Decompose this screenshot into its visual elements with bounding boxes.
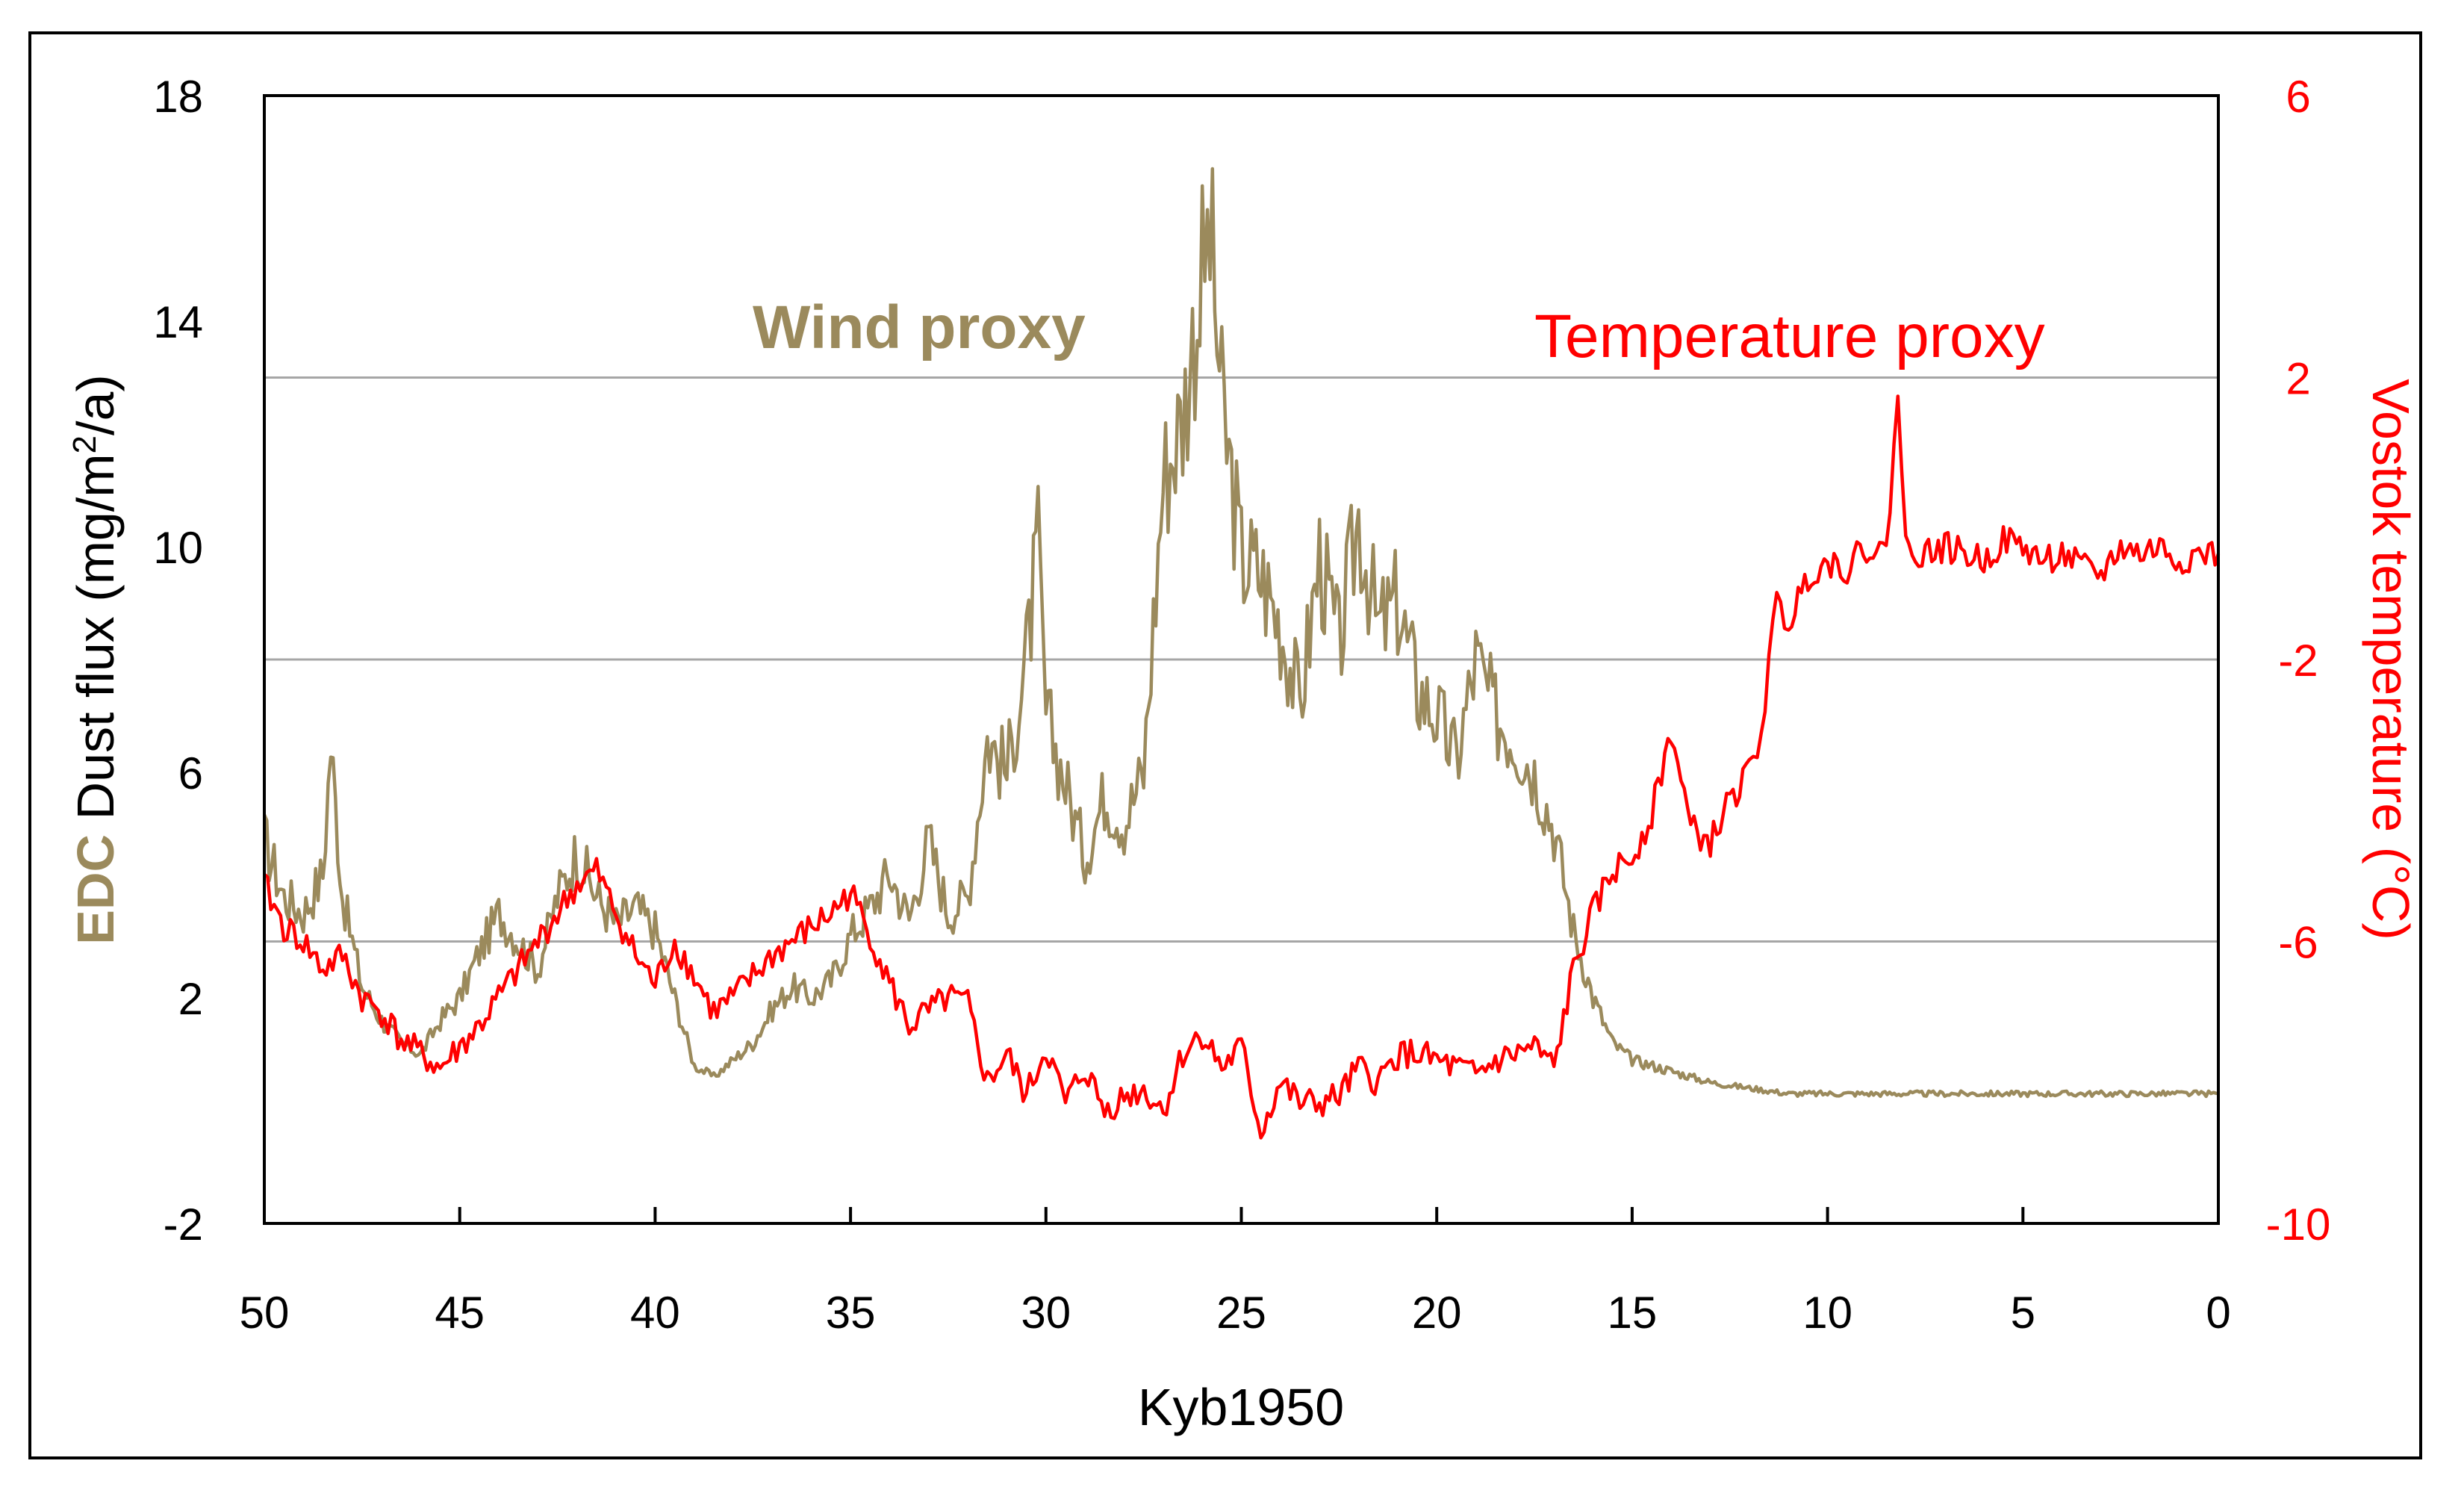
- wind-proxy-line: [262, 167, 2219, 1099]
- gridlines: [264, 376, 2218, 943]
- y-right-tick-label: -2: [2278, 636, 2318, 686]
- y-left-tick-label: 2: [178, 974, 203, 1024]
- y-left-title-suffix: /a): [66, 374, 125, 435]
- y-right-axis-ticks: -10 -6 -2 2 6: [2266, 72, 2331, 1250]
- x-tick-label: 50: [240, 1288, 290, 1338]
- wind-proxy-label: Wind proxy: [753, 294, 1086, 361]
- y-left-tick-label: 6: [178, 748, 203, 798]
- x-axis-ticks: 50 45 40 35 30 25 20 15 10 5 0: [240, 1207, 2231, 1338]
- y-left-tick-label: 18: [153, 72, 203, 122]
- temperature-proxy-label: Temperature proxy: [1534, 302, 2045, 370]
- x-tick-label: 20: [1412, 1288, 1462, 1338]
- x-tick-label: 10: [1802, 1288, 1852, 1338]
- y-left-tick-label: -2: [164, 1200, 203, 1250]
- x-tick-label: 25: [1216, 1288, 1266, 1338]
- x-tick-label: 40: [630, 1288, 680, 1338]
- y-right-tick-label: 6: [2286, 72, 2310, 122]
- y-left-title-sup: 2: [66, 435, 103, 453]
- y-left-tick-label: 10: [153, 523, 203, 573]
- y-left-axis-title: EDC Dust flux (mg/m2/a): [66, 374, 125, 945]
- y-right-axis-title: Vostok temperature (°C): [2362, 379, 2420, 940]
- y-right-tick-label: -10: [2266, 1200, 2331, 1250]
- y-right-tick-label: -6: [2278, 918, 2318, 968]
- temperature-proxy-line: [263, 394, 2221, 1140]
- x-tick-label: 5: [2011, 1288, 2035, 1338]
- x-tick-label: 45: [435, 1288, 485, 1338]
- x-tick-label: 0: [2206, 1288, 2230, 1338]
- x-axis-title: Kyb1950: [1138, 1378, 1344, 1436]
- y-left-title-prefix: EDC: [66, 834, 125, 945]
- y-left-title-main: Dust flux (mg/m: [66, 453, 125, 834]
- x-tick-label: 30: [1021, 1288, 1071, 1338]
- y-left-tick-label: 14: [153, 297, 203, 347]
- y-left-axis-ticks: -2 2 6 10 14 18: [153, 72, 203, 1250]
- y-right-tick-label: 2: [2286, 354, 2310, 404]
- x-tick-label: 15: [1608, 1288, 1658, 1338]
- x-tick-label: 35: [826, 1288, 876, 1338]
